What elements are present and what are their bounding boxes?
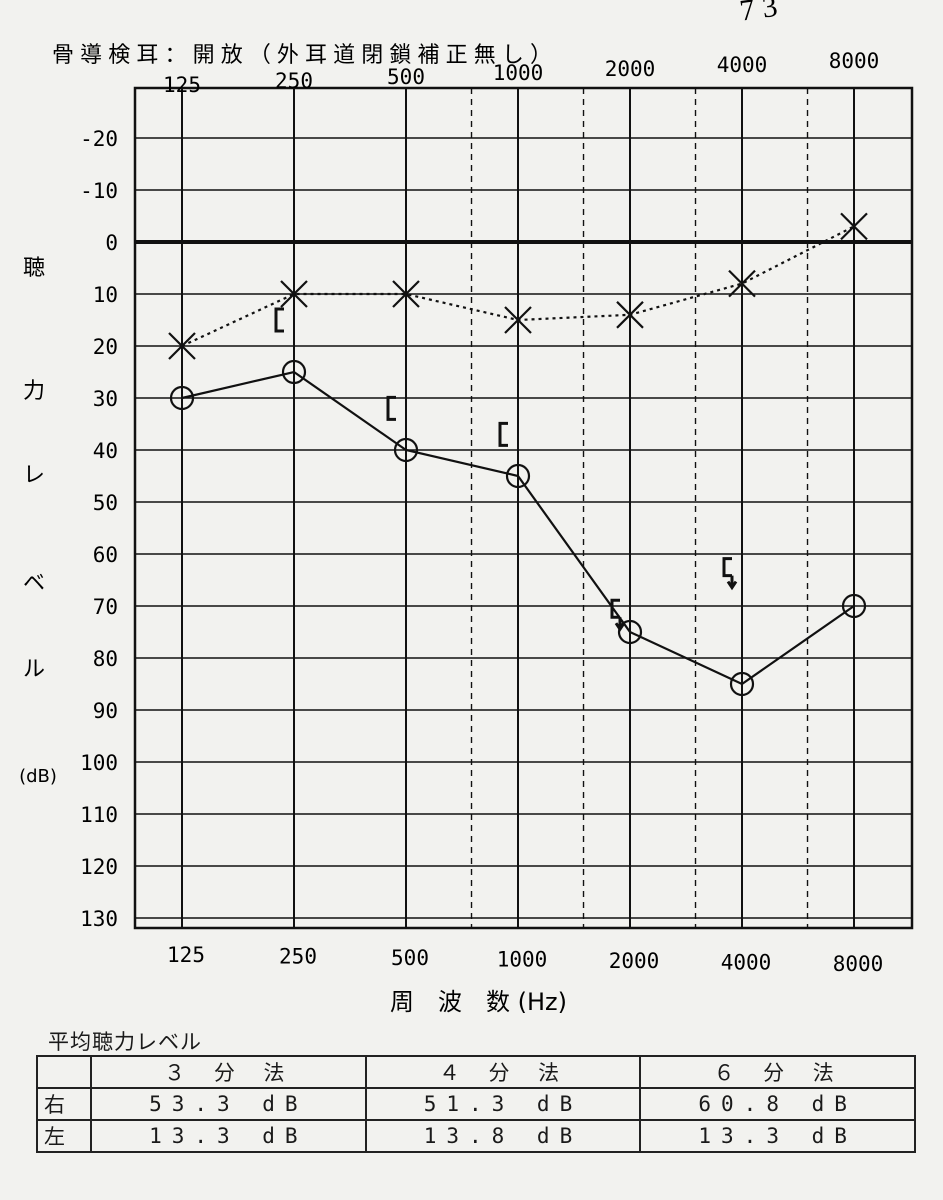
table-row-left: 左 13.3 dB 13.8 dB 13.3 dB	[36, 1119, 916, 1153]
y-tick-label: 0	[105, 231, 118, 255]
circle-marker	[505, 463, 531, 489]
bracket-arrow-marker	[722, 557, 738, 591]
series-line-circle	[181, 370, 855, 686]
left-4-method-value: 13.8 dB	[364, 1119, 642, 1153]
top-x-tick-label: 4000	[717, 53, 768, 77]
y-tick-label: 120	[80, 855, 118, 879]
chart-grid	[133, 86, 914, 930]
cross-marker	[728, 269, 756, 298]
table-row-right: 右 53.3 dB 51.3 dB 60.8 dB	[36, 1087, 916, 1121]
bracket-marker	[274, 307, 284, 333]
plot-frame	[133, 86, 914, 930]
top-x-tick-label: 8000	[829, 49, 880, 73]
y-tick-label: 60	[93, 543, 118, 567]
y-tick-label: 80	[93, 647, 118, 671]
cross-marker	[392, 280, 420, 308]
left-3-method-value: 13.3 dB	[90, 1119, 367, 1153]
top-x-tick-label: 2000	[605, 57, 656, 81]
y-tick-label: 110	[80, 803, 118, 827]
circle-marker	[393, 437, 419, 463]
top-frequency-labels: 125 250 500 1000 2000 4000 8000	[163, 49, 879, 97]
top-x-tick-label: 125	[163, 73, 201, 97]
x-tick-label: 500	[391, 946, 429, 970]
y-tick-label: 70	[93, 595, 118, 619]
bracket-marker	[386, 395, 396, 421]
y-tick-label: 130	[80, 907, 118, 931]
series-circle	[169, 359, 867, 697]
top-x-tick-label: 500	[387, 65, 425, 89]
series-bracket-arrow	[610, 557, 738, 632]
audiogram-chart: 7 3 骨導検耳：開放（外耳道閉鎖補正無し） 125 250 500 1000 2000…	[19, 0, 914, 1016]
ear-label-left: 左	[36, 1119, 92, 1153]
circle-marker	[841, 593, 867, 619]
right-3-method-value: 53.3 dB	[90, 1087, 367, 1121]
y-axis-label: 聴力レベル (dB)	[19, 256, 57, 787]
series-cross	[168, 212, 868, 360]
y-tick-label: 10	[93, 283, 118, 307]
average-header-row: ３ 分 法 ４ 分 法 ６ 分 法	[36, 1055, 916, 1089]
circle-marker	[169, 385, 195, 411]
y-axis-label-char: (dB)	[19, 766, 57, 787]
bracket-arrow-marker	[610, 598, 626, 632]
y-axis-label-char: ベ	[23, 571, 45, 596]
x-tick-label: 1000	[497, 948, 548, 972]
y-tick-label: 40	[93, 439, 118, 463]
x-tick-label: 8000	[833, 952, 884, 976]
cross-marker	[616, 301, 644, 329]
cross-marker	[280, 280, 308, 308]
y-axis-label-char: 聴	[23, 256, 45, 281]
y-axis-label-char: 力	[23, 379, 45, 404]
top-x-tick-label: 250	[275, 69, 313, 93]
average-table: ３ 分 法 ４ 分 法 ６ 分 法 右 53.3 dB 51.3 dB 60.8…	[36, 1055, 916, 1153]
bottom-frequency-labels: 125 250 500 1000 2000 4000 8000	[167, 943, 883, 976]
right-6-method-value: 60.8 dB	[639, 1087, 916, 1121]
y-tick-label: 90	[93, 699, 118, 723]
cross-marker	[168, 332, 196, 360]
cross-marker	[840, 212, 868, 241]
y-axis-label-char: レ	[23, 463, 45, 488]
header-3-method: ３ 分 法	[90, 1055, 367, 1089]
x-tick-label: 125	[167, 943, 205, 967]
x-tick-label: 250	[279, 945, 317, 969]
circle-marker	[281, 359, 307, 385]
y-tick-label: 100	[80, 751, 118, 775]
x-axis-label: 周 波 数 (Hz)	[390, 988, 567, 1016]
x-tick-label: 2000	[609, 949, 660, 973]
y-axis-label-char: ル	[23, 657, 45, 682]
ear-label-right: 右	[36, 1087, 92, 1121]
header-4-method: ４ 分 法	[364, 1055, 642, 1089]
corner-mark: 7 3	[738, 0, 780, 28]
header-6-method: ６ 分 法	[639, 1055, 916, 1089]
chart-header-title: 骨導検耳：開放（外耳道閉鎖補正無し）	[52, 43, 552, 68]
y-tick-label: 20	[93, 335, 118, 359]
left-6-method-value: 13.3 dB	[639, 1119, 916, 1153]
cross-marker	[504, 306, 532, 334]
table-corner	[36, 1055, 92, 1089]
top-x-tick-label: 1000	[493, 61, 544, 85]
y-tick-label: 50	[93, 491, 118, 515]
right-4-method-value: 51.3 dB	[364, 1087, 642, 1121]
series-layer	[168, 212, 868, 697]
y-tick-label: 30	[93, 387, 118, 411]
bracket-marker	[498, 421, 508, 447]
y-tick-label: -20	[80, 127, 118, 151]
y-tick-labels: -20 -10 0 10 20 30 40 50 60 70 80 90 100 110 120 130	[80, 127, 118, 931]
x-tick-label: 4000	[721, 951, 772, 975]
circle-marker	[617, 619, 643, 645]
series-bracket	[274, 307, 508, 447]
average-title: 平均聴力レベル	[48, 1030, 202, 1054]
circle-marker	[729, 671, 755, 697]
y-tick-label: -10	[80, 179, 118, 203]
